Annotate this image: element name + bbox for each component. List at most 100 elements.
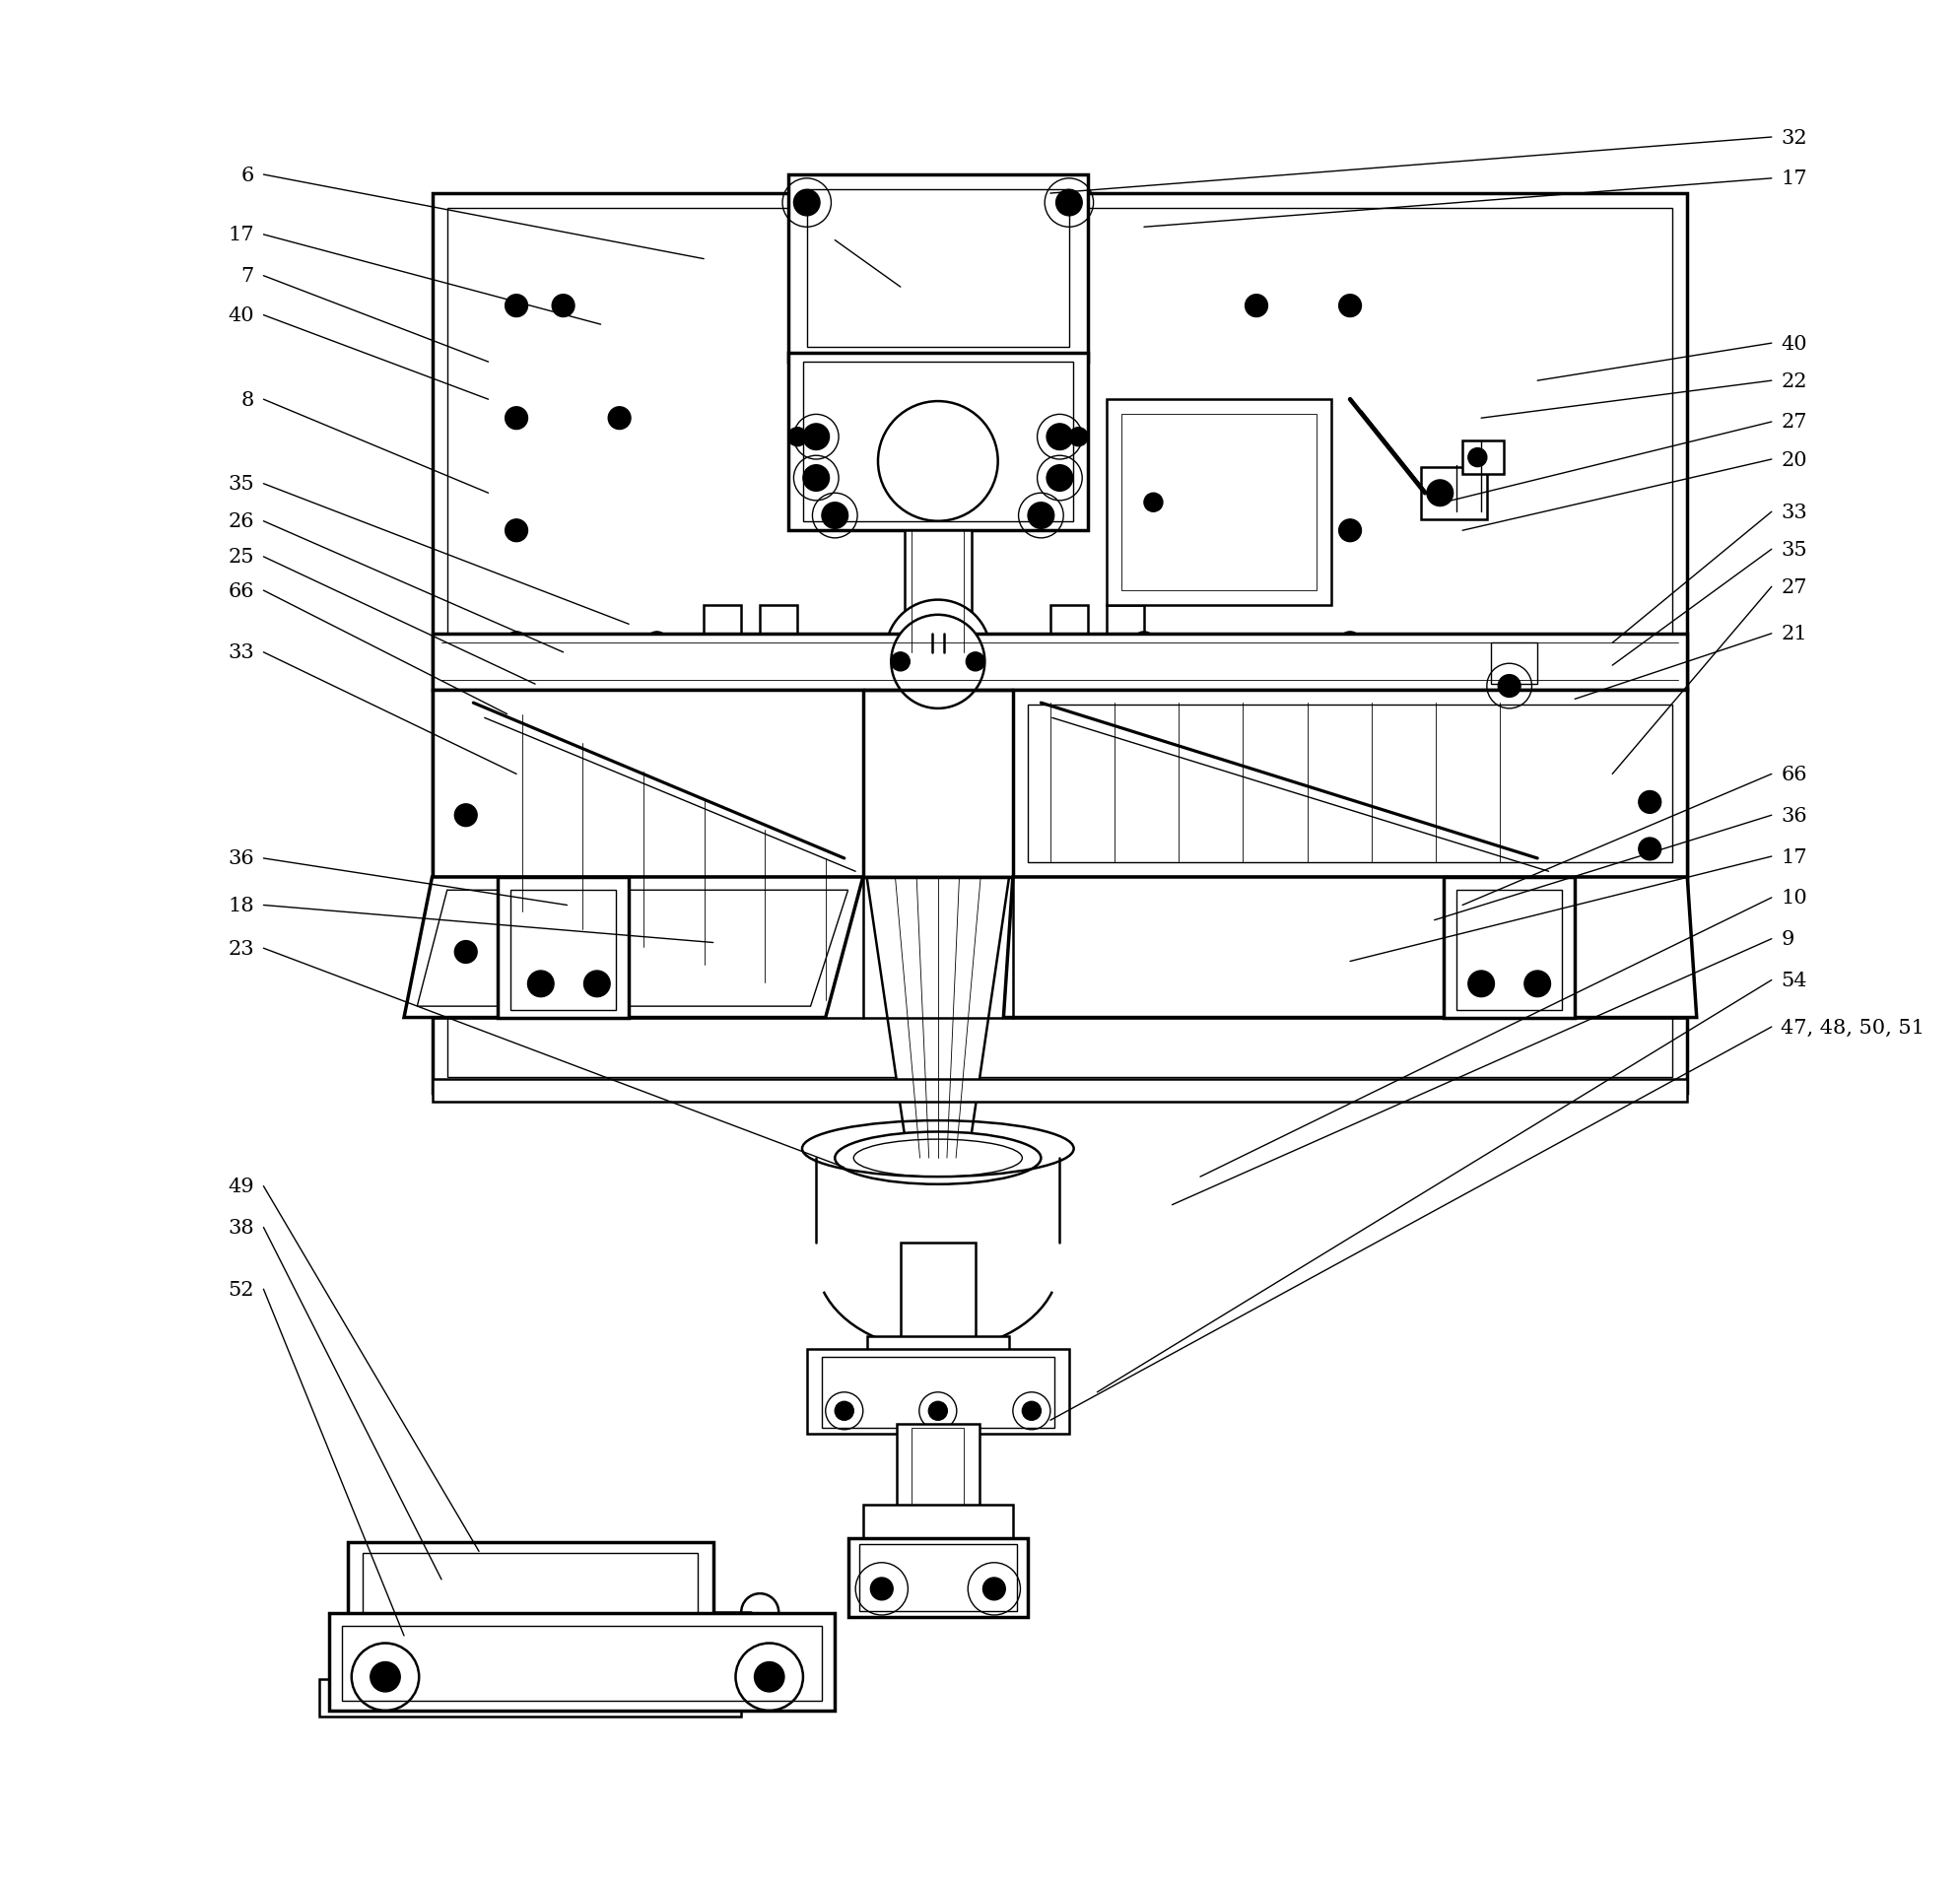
Bar (866, 1335, 1009, 1358)
Text: 20: 20 (1782, 451, 1807, 470)
Bar (760, 605, 798, 634)
Circle shape (370, 1662, 400, 1692)
Text: 47, 48, 50, 51: 47, 48, 50, 51 (1782, 1018, 1925, 1037)
Circle shape (506, 745, 527, 768)
Circle shape (608, 407, 631, 430)
Circle shape (1301, 969, 1323, 992)
Text: 25: 25 (227, 549, 255, 566)
Circle shape (739, 969, 762, 992)
Text: 17: 17 (1782, 847, 1807, 866)
Circle shape (553, 296, 574, 317)
Circle shape (966, 653, 984, 671)
Text: 36: 36 (227, 849, 255, 868)
Bar (431, 634, 1688, 690)
Circle shape (1497, 675, 1521, 698)
Bar (329, 1613, 835, 1711)
Circle shape (645, 632, 668, 654)
Circle shape (1339, 521, 1362, 543)
Circle shape (1639, 792, 1660, 815)
Text: 18: 18 (227, 896, 255, 915)
Circle shape (506, 407, 527, 430)
Circle shape (788, 428, 808, 447)
Circle shape (527, 971, 555, 998)
Bar (911, 1428, 964, 1511)
Bar (1445, 877, 1576, 1018)
Circle shape (1339, 856, 1362, 879)
Bar (788, 175, 1088, 362)
Bar (1121, 415, 1317, 590)
Circle shape (892, 653, 909, 671)
Bar (862, 1505, 1013, 1547)
Text: 40: 40 (1782, 334, 1807, 353)
Text: 8: 8 (241, 390, 255, 409)
Bar (1462, 441, 1503, 475)
Circle shape (506, 969, 527, 992)
Bar (347, 1543, 713, 1682)
Text: 21: 21 (1782, 624, 1807, 643)
Bar (447, 209, 1672, 1077)
Text: 26: 26 (227, 513, 255, 532)
Circle shape (929, 1401, 947, 1420)
Text: 33: 33 (1782, 504, 1807, 522)
Circle shape (645, 856, 668, 879)
Circle shape (755, 1662, 784, 1692)
Bar (804, 362, 1072, 522)
Circle shape (1027, 504, 1054, 530)
Polygon shape (1004, 877, 1697, 1018)
Ellipse shape (855, 1139, 1023, 1177)
Bar (788, 353, 1088, 532)
Circle shape (392, 1630, 416, 1652)
Circle shape (982, 1579, 1005, 1599)
Circle shape (821, 504, 849, 530)
Circle shape (886, 600, 990, 705)
Circle shape (506, 296, 527, 317)
Circle shape (1427, 481, 1452, 507)
Circle shape (1245, 407, 1268, 430)
Bar (898, 1424, 980, 1514)
Text: 52: 52 (227, 1281, 255, 1299)
Circle shape (1145, 494, 1162, 513)
Bar (1492, 643, 1537, 685)
Circle shape (455, 941, 476, 964)
Bar (363, 1554, 698, 1671)
Text: 54: 54 (1782, 971, 1807, 990)
Circle shape (455, 805, 476, 826)
Circle shape (794, 190, 819, 217)
Text: 32: 32 (1782, 128, 1807, 147)
Text: 10: 10 (1782, 888, 1807, 907)
Text: 66: 66 (1782, 766, 1807, 785)
Ellipse shape (835, 1132, 1041, 1184)
Bar (343, 1626, 821, 1701)
Circle shape (506, 521, 527, 543)
Polygon shape (866, 877, 1009, 1158)
Text: 35: 35 (1782, 541, 1807, 558)
Text: 38: 38 (227, 1218, 255, 1237)
Circle shape (1639, 837, 1660, 860)
Text: 66: 66 (227, 581, 255, 600)
Text: 27: 27 (1782, 577, 1807, 596)
Bar (1107, 400, 1331, 605)
Polygon shape (431, 690, 862, 877)
Text: 23: 23 (227, 939, 255, 958)
Circle shape (804, 424, 829, 451)
Text: 6: 6 (241, 166, 255, 185)
Circle shape (1245, 296, 1268, 317)
Text: 7: 7 (241, 268, 255, 287)
Polygon shape (404, 877, 862, 1018)
Text: 49: 49 (227, 1177, 255, 1196)
Text: 33: 33 (227, 643, 255, 662)
Circle shape (878, 402, 998, 522)
Circle shape (684, 745, 706, 768)
Bar (849, 1539, 1027, 1616)
Circle shape (1076, 969, 1100, 992)
Circle shape (835, 1401, 855, 1420)
Circle shape (1096, 745, 1117, 768)
Circle shape (506, 632, 527, 654)
Circle shape (870, 1579, 894, 1599)
Bar (1107, 605, 1145, 634)
Circle shape (1468, 971, 1494, 998)
Bar (431, 1079, 1688, 1101)
Circle shape (1023, 1401, 1041, 1420)
Bar (808, 190, 1068, 347)
Bar (512, 890, 615, 1011)
